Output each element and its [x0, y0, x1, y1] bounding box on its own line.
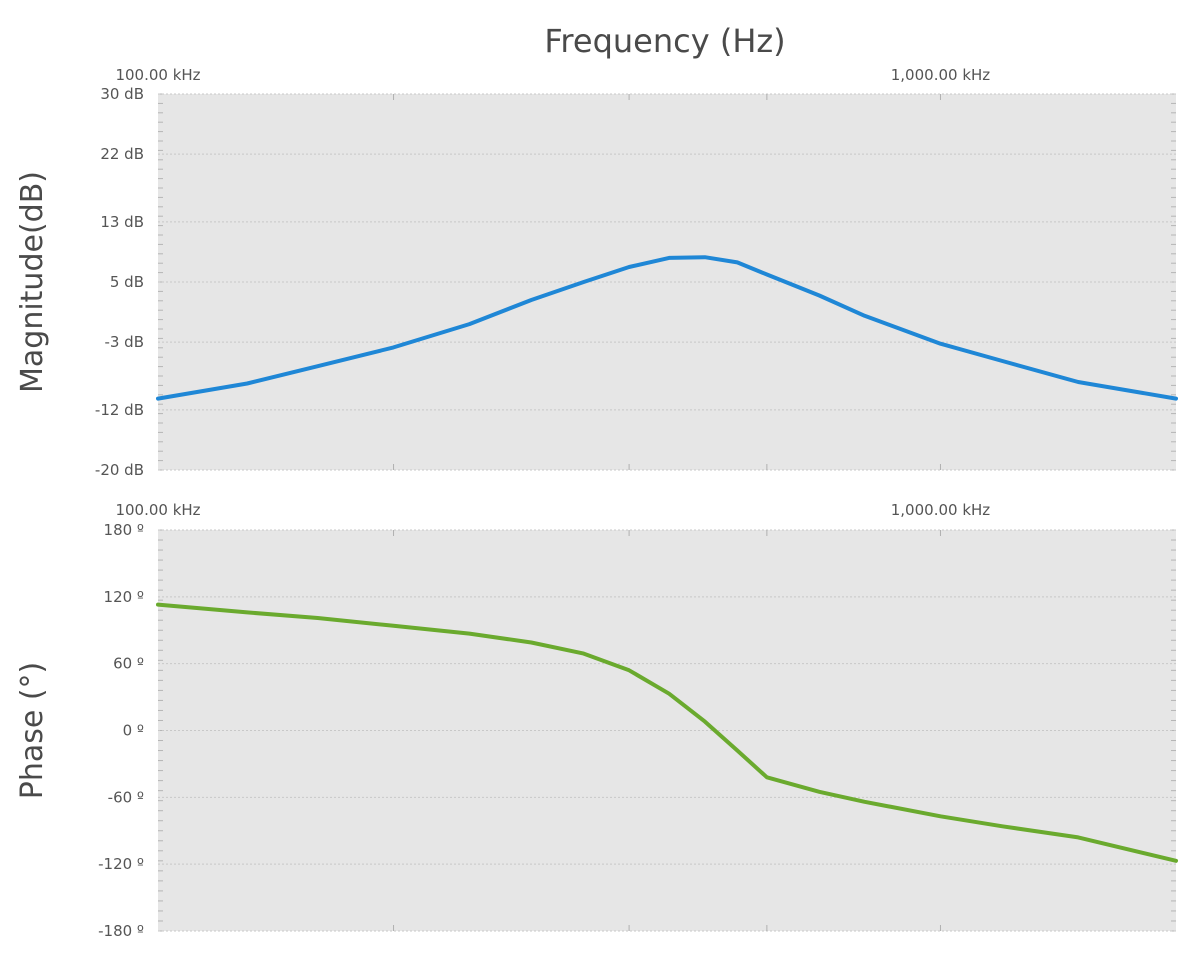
phase-y-tick-label: 180 º	[104, 521, 144, 539]
phase-series-line	[156, 602, 1178, 863]
magnitude-y-tick-label: 5 dB	[110, 273, 144, 291]
magnitude-panel: 30 dB 22 dB 13 dB 5 dB -3 dB -12 dB -20 dB 100.…	[15, 66, 1178, 479]
phase-panel: 180 º 120 º 60 º 0 º -60 º -120 º -180 º 100.00…	[15, 501, 1178, 940]
phase-y-tick-label: 120 º	[104, 588, 144, 606]
magnitude-y-axis-label: Magnitude(dB)	[15, 171, 50, 393]
phase-y-tick-label: 0 º	[123, 722, 144, 740]
magnitude-series-line	[156, 255, 1178, 401]
phase-y-tick-label: 60 º	[113, 655, 144, 673]
magnitude-y-tick-label: -20 dB	[95, 461, 144, 479]
phase-y-tick-label: -180 º	[98, 922, 144, 940]
magnitude-x-tick-label: 1,000.00 kHz	[891, 66, 991, 84]
magnitude-y-tick-label: -3 dB	[104, 333, 144, 351]
phase-x-tick-label: 1,000.00 kHz	[891, 501, 991, 519]
phase-y-tick-label: -120 º	[98, 855, 144, 873]
magnitude-y-tick-label: 22 dB	[100, 145, 144, 163]
magnitude-y-tick-label: 30 dB	[100, 85, 144, 103]
magnitude-y-tick-label: -12 dB	[95, 401, 144, 419]
magnitude-x-tick-label: 100.00 kHz	[115, 66, 200, 84]
phase-y-axis-label: Phase (°)	[15, 662, 50, 800]
chart-title: Frequency (Hz)	[544, 22, 785, 60]
phase-x-tick-label: 100.00 kHz	[115, 501, 200, 519]
phase-y-tick-label: -60 º	[108, 788, 144, 806]
magnitude-y-tick-label: 13 dB	[100, 213, 144, 231]
